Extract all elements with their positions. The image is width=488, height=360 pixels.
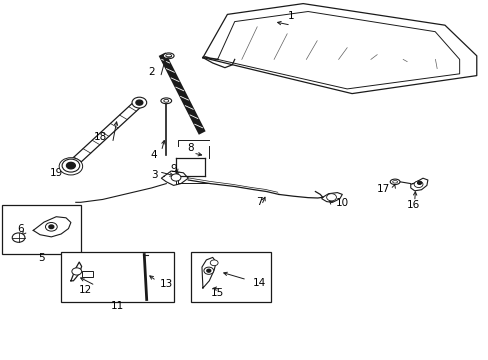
Text: 11: 11 [110,301,124,311]
Text: 14: 14 [252,278,265,288]
Text: 15: 15 [210,288,224,298]
Text: 16: 16 [406,200,419,210]
Circle shape [326,194,336,201]
Ellipse shape [389,179,399,184]
Ellipse shape [163,53,174,59]
Text: 1: 1 [287,11,294,21]
Circle shape [49,225,54,229]
Circle shape [132,97,146,108]
Text: 2: 2 [148,67,155,77]
Circle shape [203,267,213,274]
Circle shape [66,162,75,169]
Circle shape [12,233,25,242]
Circle shape [72,268,81,275]
Text: 19: 19 [49,168,63,178]
Circle shape [45,222,57,231]
Ellipse shape [161,98,171,104]
Circle shape [413,181,422,188]
Text: 3: 3 [150,170,157,180]
Text: 13: 13 [159,279,173,289]
Circle shape [62,159,80,172]
Text: 12: 12 [79,285,92,295]
Text: 17: 17 [376,184,390,194]
Text: 6: 6 [17,224,24,234]
Text: 5: 5 [38,253,45,263]
Text: 4: 4 [150,150,157,160]
Text: 18: 18 [93,132,107,142]
Text: 8: 8 [187,143,194,153]
Circle shape [206,269,210,272]
Circle shape [210,260,218,266]
Circle shape [417,181,421,184]
FancyBboxPatch shape [61,252,173,302]
FancyBboxPatch shape [2,205,81,254]
FancyBboxPatch shape [82,271,93,277]
Circle shape [59,158,82,175]
Text: 7: 7 [255,197,262,207]
Circle shape [136,100,142,105]
Text: 10: 10 [335,198,348,208]
Circle shape [171,174,181,181]
FancyBboxPatch shape [190,252,271,302]
Text: 9: 9 [170,164,177,174]
